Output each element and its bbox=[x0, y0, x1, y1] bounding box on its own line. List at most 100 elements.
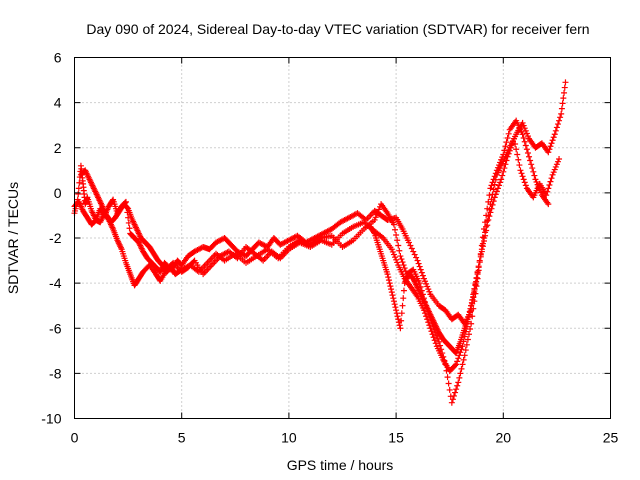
x-tick-label: 0 bbox=[71, 430, 79, 446]
data-point bbox=[391, 301, 398, 308]
data-point bbox=[375, 206, 382, 213]
data-point bbox=[437, 342, 444, 349]
data-point bbox=[394, 259, 401, 266]
data-point bbox=[545, 185, 552, 192]
data-point bbox=[546, 181, 553, 188]
data-point bbox=[481, 238, 488, 245]
data-point bbox=[426, 288, 433, 295]
data-point bbox=[518, 170, 525, 177]
data-point bbox=[548, 175, 555, 182]
data-point bbox=[558, 105, 565, 112]
data-points bbox=[71, 79, 569, 406]
data-point bbox=[385, 274, 392, 281]
data-point bbox=[496, 162, 503, 169]
data-point bbox=[464, 336, 471, 343]
data-point bbox=[473, 278, 480, 285]
data-point bbox=[392, 226, 399, 233]
data-point bbox=[553, 124, 560, 131]
data-point bbox=[521, 125, 528, 132]
data-point bbox=[492, 170, 499, 177]
data-point bbox=[400, 287, 407, 294]
y-tick-label: -10 bbox=[41, 411, 61, 427]
data-point bbox=[446, 386, 453, 393]
data-point bbox=[390, 298, 397, 305]
data-point bbox=[401, 265, 408, 272]
data-point bbox=[443, 367, 450, 374]
data-point bbox=[486, 192, 493, 199]
data-point bbox=[439, 350, 446, 357]
y-tick-label: -6 bbox=[49, 320, 62, 336]
data-point bbox=[418, 269, 425, 276]
data-point bbox=[531, 172, 538, 179]
data-point bbox=[487, 209, 494, 216]
data-point bbox=[490, 176, 497, 183]
data-point bbox=[502, 161, 509, 168]
data-point bbox=[519, 131, 526, 138]
data-point bbox=[556, 156, 563, 163]
data-point bbox=[394, 237, 401, 244]
data-point bbox=[505, 130, 512, 137]
data-point bbox=[493, 188, 500, 195]
data-point bbox=[390, 295, 397, 302]
data-point bbox=[489, 179, 496, 186]
data-point bbox=[474, 271, 481, 278]
data-point bbox=[467, 305, 474, 312]
data-point bbox=[422, 278, 429, 285]
data-point bbox=[389, 248, 396, 255]
data-point bbox=[454, 358, 461, 365]
data-point bbox=[125, 219, 132, 226]
data-point bbox=[475, 267, 482, 274]
data-point bbox=[481, 225, 488, 232]
data-point bbox=[490, 198, 497, 205]
data-point bbox=[440, 353, 447, 360]
data-point bbox=[470, 289, 477, 296]
data-point bbox=[508, 141, 515, 148]
series-track-d bbox=[367, 223, 481, 357]
data-point bbox=[453, 386, 460, 393]
data-point bbox=[385, 277, 392, 284]
data-point bbox=[526, 153, 533, 160]
data-point bbox=[503, 139, 510, 146]
data-point bbox=[546, 146, 553, 153]
data-point bbox=[489, 201, 496, 208]
data-point bbox=[562, 79, 569, 86]
data-point bbox=[532, 176, 539, 183]
y-tick-label: 2 bbox=[54, 140, 62, 156]
data-point bbox=[413, 254, 420, 261]
data-point bbox=[535, 184, 542, 191]
data-point bbox=[553, 161, 560, 168]
data-point bbox=[520, 134, 527, 141]
data-point bbox=[426, 322, 433, 329]
data-point bbox=[398, 256, 405, 263]
data-point bbox=[373, 211, 380, 218]
data-point bbox=[471, 286, 478, 293]
data-point bbox=[528, 161, 535, 168]
data-point bbox=[424, 316, 431, 323]
data-point bbox=[405, 239, 412, 246]
y-axis-label: SDTVAR / TECUs bbox=[5, 182, 21, 294]
data-point bbox=[490, 186, 497, 193]
data-point bbox=[527, 157, 534, 164]
data-point bbox=[534, 181, 541, 188]
data-point bbox=[470, 293, 477, 300]
x-axis-label: GPS time / hours bbox=[287, 457, 394, 473]
data-point bbox=[516, 162, 523, 169]
x-tick-label: 20 bbox=[496, 430, 512, 446]
data-point bbox=[497, 179, 504, 186]
data-point bbox=[465, 311, 472, 318]
data-point bbox=[521, 179, 528, 186]
data-point bbox=[520, 122, 527, 129]
data-point bbox=[507, 144, 514, 151]
data-point bbox=[468, 320, 475, 327]
data-point bbox=[441, 357, 448, 364]
data-point bbox=[444, 374, 451, 381]
data-point bbox=[393, 310, 400, 317]
data-point bbox=[461, 352, 468, 359]
data-point bbox=[388, 289, 395, 296]
data-point bbox=[530, 168, 537, 175]
data-point bbox=[392, 254, 399, 261]
data-point bbox=[561, 84, 568, 91]
data-point bbox=[465, 331, 472, 338]
data-point bbox=[420, 275, 427, 282]
data-point bbox=[424, 283, 431, 290]
